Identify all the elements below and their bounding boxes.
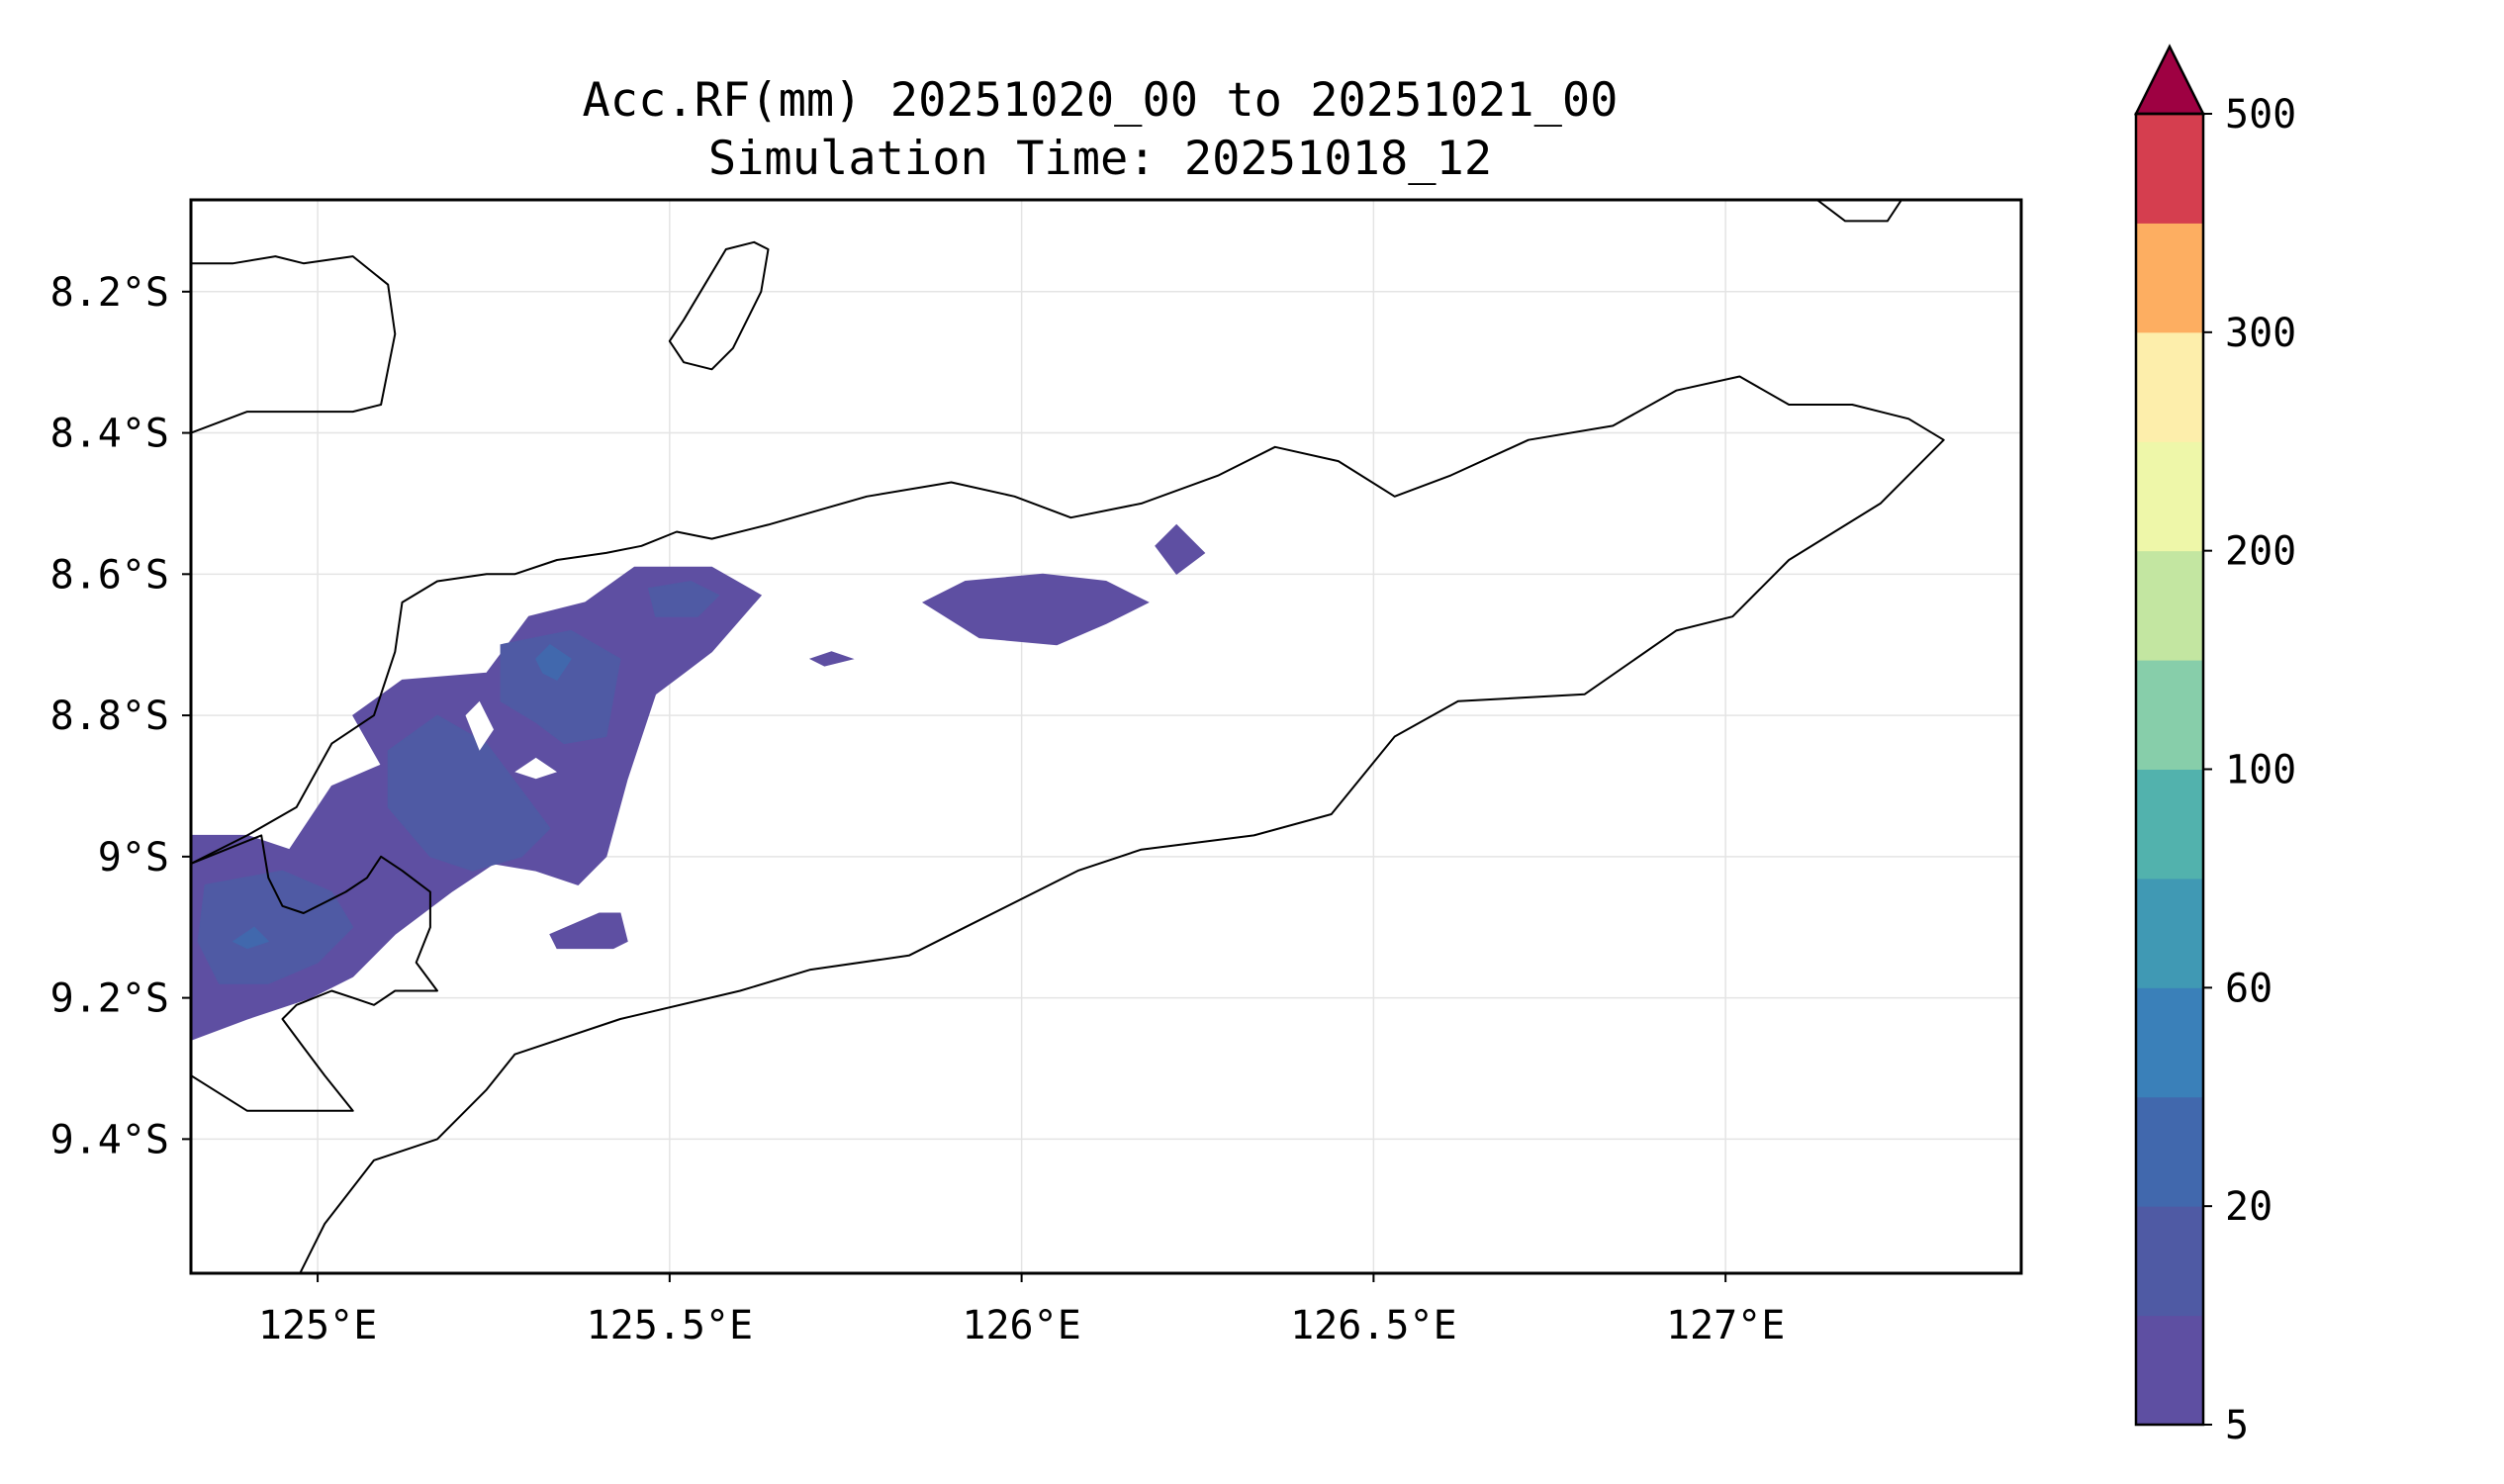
- longitude-axis: 125°E 125.5°E 126°E 126.5°E 127°E: [258, 1273, 1785, 1348]
- y-tick-label: 9.4°S: [50, 1117, 169, 1162]
- colorbar-segment: [2136, 114, 2203, 224]
- y-tick-label: 8.2°S: [50, 270, 169, 316]
- y-tick-label: 9.2°S: [50, 976, 169, 1022]
- coastline-alor: [191, 255, 397, 434]
- colorbar-tick-label: 20: [2225, 1184, 2272, 1230]
- colorbar-tick-label: 5: [2225, 1403, 2249, 1448]
- x-tick-label: 127°E: [1666, 1303, 1785, 1348]
- title-line-2: Simulation Time: 20251018_12: [707, 132, 1493, 186]
- coastline-oecusse: [191, 834, 438, 1112]
- x-tick-label: 125.5°E: [587, 1303, 754, 1348]
- coastline-timor: [191, 375, 1945, 1273]
- rain-region: [1155, 523, 1206, 576]
- colorbar-segment: [2136, 550, 2203, 661]
- colorbar: 5 20 60 100 200 300 500: [2133, 44, 2296, 1448]
- map-frame: [189, 198, 2023, 1275]
- colorbar-segment: [2136, 223, 2203, 333]
- y-tick-label: 8.8°S: [50, 694, 169, 739]
- coastlines: [191, 200, 1945, 1273]
- rain-region: [232, 926, 270, 950]
- rain-region: [535, 644, 572, 682]
- colorbar-segment: [2136, 660, 2203, 770]
- rain-region: [387, 714, 551, 872]
- rain-gap: [514, 757, 557, 780]
- colorbar-tick-label: 100: [2225, 748, 2296, 793]
- rain-gap: [465, 700, 494, 751]
- colorbar-segment: [2136, 987, 2203, 1098]
- coastline-wetar: [1815, 200, 1902, 223]
- latitude-axis: 8.2°S 8.4°S 8.6°S 8.8°S 9°S 9.2°S 9.4°S: [50, 270, 191, 1162]
- colorbar-tick-label: 200: [2225, 529, 2296, 575]
- colorbar-tick-label: 500: [2225, 92, 2296, 138]
- title-line-1: Acc.RF(mm) 20251020_00 to 20251021_00: [582, 73, 1619, 128]
- colorbar-segment: [2136, 1206, 2203, 1317]
- colorbar-segment: [2136, 769, 2203, 880]
- y-tick-label: 8.4°S: [50, 412, 169, 457]
- rain-region: [549, 912, 628, 950]
- colorbar-extend-arrow: [2133, 44, 2206, 116]
- colorbar-segment: [2136, 878, 2203, 988]
- rain-region: [921, 573, 1150, 646]
- rain-region: [197, 870, 354, 984]
- x-tick-label: 126.5°E: [1290, 1303, 1457, 1348]
- y-tick-label: 9°S: [98, 835, 169, 881]
- rain-region: [500, 629, 621, 745]
- colorbar-tick-label: 60: [2225, 966, 2272, 1011]
- colorbar-tick-label: 300: [2225, 311, 2296, 356]
- colorbar-segment: [2136, 331, 2203, 442]
- colorbar-segment: [2136, 1315, 2203, 1426]
- rain-region: [647, 580, 720, 617]
- coastline-atauro: [668, 240, 770, 371]
- y-tick-label: 8.6°S: [50, 552, 169, 598]
- x-tick-label: 126°E: [962, 1303, 1080, 1348]
- colorbar-segment: [2136, 441, 2203, 552]
- colorbar-segment: [2136, 1096, 2203, 1207]
- rain-region: [808, 651, 855, 667]
- x-tick-label: 125°E: [258, 1303, 377, 1348]
- rainfall-contours: [191, 523, 1206, 1041]
